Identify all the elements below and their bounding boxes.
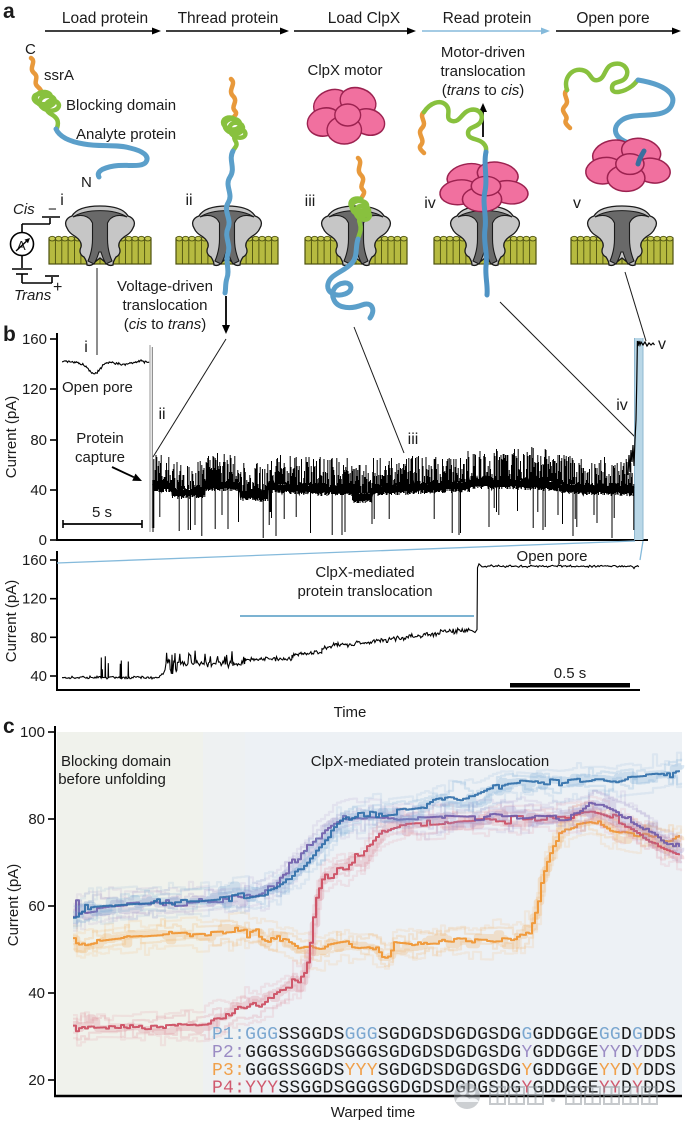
svg-text:Protein: Protein (76, 430, 124, 447)
svg-text:before unfolding: before unfolding (58, 771, 166, 788)
svg-text:b: b (3, 323, 16, 346)
svg-text:Read protein: Read protein (443, 10, 532, 27)
svg-text:Time: Time (334, 704, 367, 721)
svg-text:60: 60 (28, 898, 45, 915)
svg-text:v: v (658, 336, 666, 353)
svg-text:ii: ii (158, 406, 165, 423)
svg-text:a: a (3, 0, 15, 23)
svg-text:0.5 s: 0.5 s (554, 665, 587, 682)
svg-text:P1:GGGSSGGDSGGGSGDGDSDGDGSDGGG: P1:GGGSSGGDSGGGSGDGDSDGDGSDGGGDDGGEGGDGD… (212, 1025, 676, 1045)
svg-text:translocation: translocation (122, 297, 207, 314)
svg-text:120: 120 (22, 591, 47, 608)
svg-text:160: 160 (22, 552, 47, 569)
svg-text:Open pore: Open pore (576, 10, 649, 27)
svg-text:ii: ii (185, 192, 192, 209)
svg-text:N: N (81, 174, 92, 191)
svg-text:Cis: Cis (13, 201, 35, 218)
svg-text:Analyte protein: Analyte protein (76, 126, 176, 143)
svg-text:(trans to cis): (trans to cis) (442, 82, 525, 99)
svg-text:Load protein: Load protein (62, 10, 148, 27)
svg-text:capture: capture (75, 449, 125, 466)
svg-text:40: 40 (28, 985, 45, 1002)
svg-text:Blocking domain: Blocking domain (61, 753, 171, 770)
svg-text:(cis to trans): (cis to trans) (124, 316, 207, 333)
svg-text:ClpX-mediated protein transloc: ClpX-mediated protein translocation (311, 753, 549, 770)
svg-text:−: − (48, 201, 57, 218)
svg-text:P2:GGGSSGGDSGGGSGDGDSDGDGSDGYG: P2:GGGSSGGDSGGGSGDGDSDGDGSDGYGDDGGEYYDYD… (212, 1043, 676, 1063)
svg-text:P3:GGGSSGGDSYYYSGDGDSDGDGSDGYG: P3:GGGSSGGDSYYYSGDGDSDGDGSDGYGDDGGEYYDYD… (212, 1061, 676, 1081)
svg-text:160: 160 (22, 331, 47, 348)
svg-text:20: 20 (28, 1072, 45, 1089)
svg-text:ClpX motor: ClpX motor (307, 62, 382, 79)
svg-text:40: 40 (30, 482, 47, 499)
svg-text:Blocking domain: Blocking domain (66, 97, 176, 114)
svg-text:ssrA: ssrA (44, 67, 74, 84)
svg-text:Current (pA): Current (pA) (5, 864, 22, 947)
svg-text:ClpX-mediated: ClpX-mediated (315, 564, 414, 581)
svg-text:C: C (25, 41, 36, 58)
svg-text:Warped time: Warped time (331, 1104, 415, 1121)
svg-text:translocation: translocation (440, 63, 525, 80)
svg-text:+: + (53, 279, 62, 296)
svg-text:80: 80 (30, 432, 47, 449)
svg-text:80: 80 (30, 629, 47, 646)
svg-text:iii: iii (305, 193, 316, 210)
svg-text:120: 120 (22, 381, 47, 398)
svg-text:0: 0 (39, 532, 47, 549)
svg-text:Current (pA): Current (pA) (3, 396, 20, 479)
svg-text:100: 100 (20, 724, 45, 741)
svg-text:Open pore: Open pore (62, 379, 133, 396)
svg-text:40: 40 (30, 668, 47, 685)
svg-text:iii: iii (408, 431, 419, 448)
svg-text:i: i (60, 192, 64, 209)
svg-text:Voltage-driven: Voltage-driven (117, 278, 213, 295)
svg-text:i: i (84, 339, 88, 356)
svg-text:80: 80 (28, 811, 45, 828)
svg-text:Current (pA): Current (pA) (3, 580, 20, 663)
svg-text:Load ClpX: Load ClpX (328, 10, 401, 27)
svg-text:v: v (573, 195, 581, 212)
svg-text:Open pore: Open pore (517, 548, 588, 565)
svg-text:iv: iv (424, 195, 436, 212)
svg-text:5 s: 5 s (92, 504, 112, 521)
svg-text:Motor-driven: Motor-driven (441, 44, 525, 61)
svg-text:iv: iv (616, 397, 628, 414)
svg-text:Trans: Trans (14, 287, 52, 304)
svg-text:protein translocation: protein translocation (297, 583, 432, 600)
svg-text:c: c (3, 715, 15, 738)
svg-text:Thread protein: Thread protein (178, 10, 279, 27)
